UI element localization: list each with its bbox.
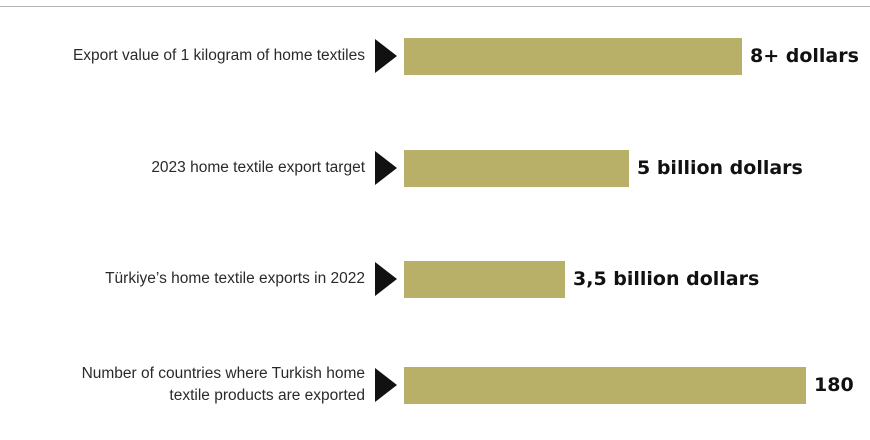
bar-row: Türkiye’s home textile exports in 2022 3,… [0,239,870,319]
category-label: Türkiye’s home textile exports in 2022 [0,268,365,290]
arrow-marker-icon [375,151,397,185]
bar-value-label: 3,5 billion dollars [573,268,760,290]
category-label: Export value of 1 kilogram of home texti… [0,45,365,67]
category-label-line: Number of countries where Turkish home [81,365,365,382]
bar [404,150,629,187]
bar-row: 2023 home textile export target 5 billion… [0,128,870,208]
category-label-line: textile products are exported [169,387,365,404]
bar-row: Export value of 1 kilogram of home texti… [0,16,870,96]
category-label: 2023 home textile export target [0,157,365,179]
top-rule [0,6,870,7]
bar [404,261,565,298]
bar [404,367,806,404]
bar [404,38,742,75]
bar-value-label: 180 [814,374,854,396]
category-label-line: 2023 home textile export target [151,159,365,176]
category-label-line: Export value of 1 kilogram of home texti… [72,47,365,64]
category-label: Number of countries where Turkish home te… [0,363,365,407]
bar-row: Number of countries where Turkish home te… [0,345,870,425]
arrow-marker-icon [375,39,397,73]
category-label-line: Türkiye’s home textile exports in 2022 [105,270,365,287]
bar-value-label: 8+ dollars [750,45,859,67]
bar-value-label: 5 billion dollars [637,157,803,179]
arrow-marker-icon [375,262,397,296]
arrow-marker-icon [375,368,397,402]
